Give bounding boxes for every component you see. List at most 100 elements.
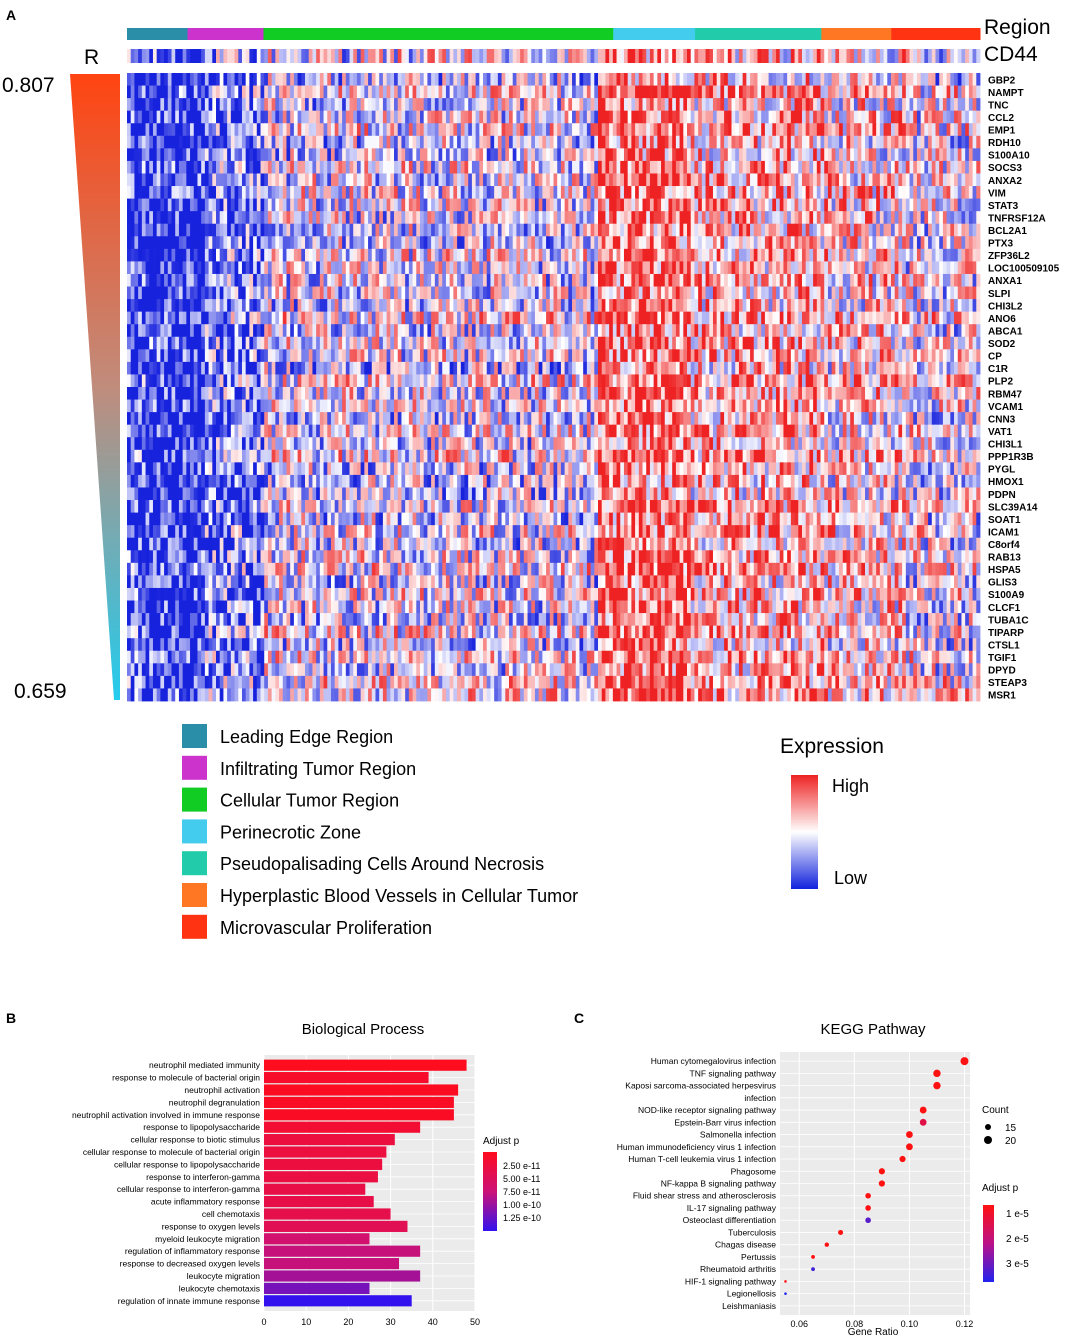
heatmap-cell [553,273,558,287]
heatmap-cell [394,110,399,124]
heatmap-cell [386,273,391,287]
heatmap-cell [601,311,606,325]
heatmap-cell [305,223,310,237]
heatmap-cell [382,148,388,162]
heatmap-cell [186,160,191,174]
heatmap-cell [334,110,339,124]
heatmap-cell [468,211,473,225]
heatmap-cell [672,98,677,112]
heatmap-cell [827,110,833,124]
heatmap-cell [442,160,447,174]
heatmap-cell [905,198,910,212]
heatmap-cell [427,135,432,149]
heatmap-cell [297,148,302,162]
heatmap-cell [386,160,391,174]
heatmap-cell [282,135,287,149]
heatmap-cell [657,273,662,287]
heatmap-cell [879,186,884,199]
cd44-cell [479,49,484,63]
heatmap-cell [679,148,684,162]
cd44-cell [757,49,762,63]
heatmap-cell [464,236,469,250]
heatmap-cell [575,286,580,300]
heatmap-cell [605,261,610,275]
heatmap-cell [549,273,554,287]
heatmap-cell [319,286,324,300]
heatmap-cell [783,248,788,262]
heatmap-cell [319,236,324,250]
heatmap-cell [935,273,940,287]
heatmap-cell [438,123,443,137]
heatmap-cell [924,123,929,137]
heatmap-cell [490,299,495,313]
heatmap-cell [783,311,788,325]
heatmap-cell [464,248,469,262]
heatmap-cell [286,311,291,325]
heatmap-cell [905,110,910,124]
cd44-cell [312,49,317,63]
heatmap-cell [905,73,910,86]
heatmap-cell [646,135,651,149]
heatmap-cell [612,211,617,225]
heatmap-cell [890,98,896,112]
heatmap-cell [942,135,948,149]
heatmap-cell [249,135,254,149]
heatmap-cell [716,273,721,287]
heatmap-cell [371,98,376,112]
heatmap-cell [527,273,532,287]
heatmap-cell [731,85,736,99]
heatmap-cell [345,248,350,262]
cd44-cell [623,49,629,63]
heatmap-cell [787,236,792,250]
heatmap-cell [787,148,792,162]
heatmap-cell [950,160,955,174]
heatmap-cell [327,85,332,99]
heatmap-cell [694,248,699,262]
heatmap-cell [253,135,258,149]
heatmap-cell [798,299,803,313]
heatmap-cell [434,236,439,250]
heatmap-cell [620,248,625,262]
heatmap-cell [156,198,161,212]
heatmap-cell [783,186,788,199]
heatmap-cell [905,299,910,313]
heatmap-cell [152,160,158,174]
heatmap-cell [442,223,447,237]
heatmap-cell [735,73,740,86]
heatmap-cell [323,299,328,313]
heatmap-cell [201,248,206,262]
cd44-cell [724,49,729,63]
heatmap-cell [230,211,235,225]
heatmap-cell [494,286,499,300]
heatmap-cell [649,173,655,187]
heatmap-cell [190,311,195,325]
heatmap-cell [264,223,269,237]
heatmap-cell [468,299,473,313]
heatmap-cell [768,198,773,212]
heatmap-cell [753,98,758,112]
heatmap-cell [761,98,766,112]
heatmap-cell [965,173,970,187]
heatmap-cell [965,223,970,237]
cd44-cell [549,49,554,63]
heatmap-cell [865,198,870,212]
heatmap-cell [245,160,250,174]
heatmap-cell [145,273,150,287]
heatmap-cell [145,261,150,275]
heatmap-cell [809,85,814,99]
heatmap-cell [167,186,172,199]
heatmap-cell [397,324,402,338]
heatmap-cell [167,73,172,86]
heatmap-cell [497,198,502,212]
heatmap-cell [553,324,558,338]
cd44-cell [238,49,243,63]
heatmap-cell [564,211,569,225]
heatmap-cell [779,123,784,137]
heatmap-cell [672,135,677,149]
heatmap-cell [572,73,577,86]
heatmap-cell [620,211,625,225]
heatmap-cell [976,261,981,275]
heatmap-cell [260,186,265,199]
heatmap-cell [887,273,892,287]
heatmap-cell [479,311,484,325]
